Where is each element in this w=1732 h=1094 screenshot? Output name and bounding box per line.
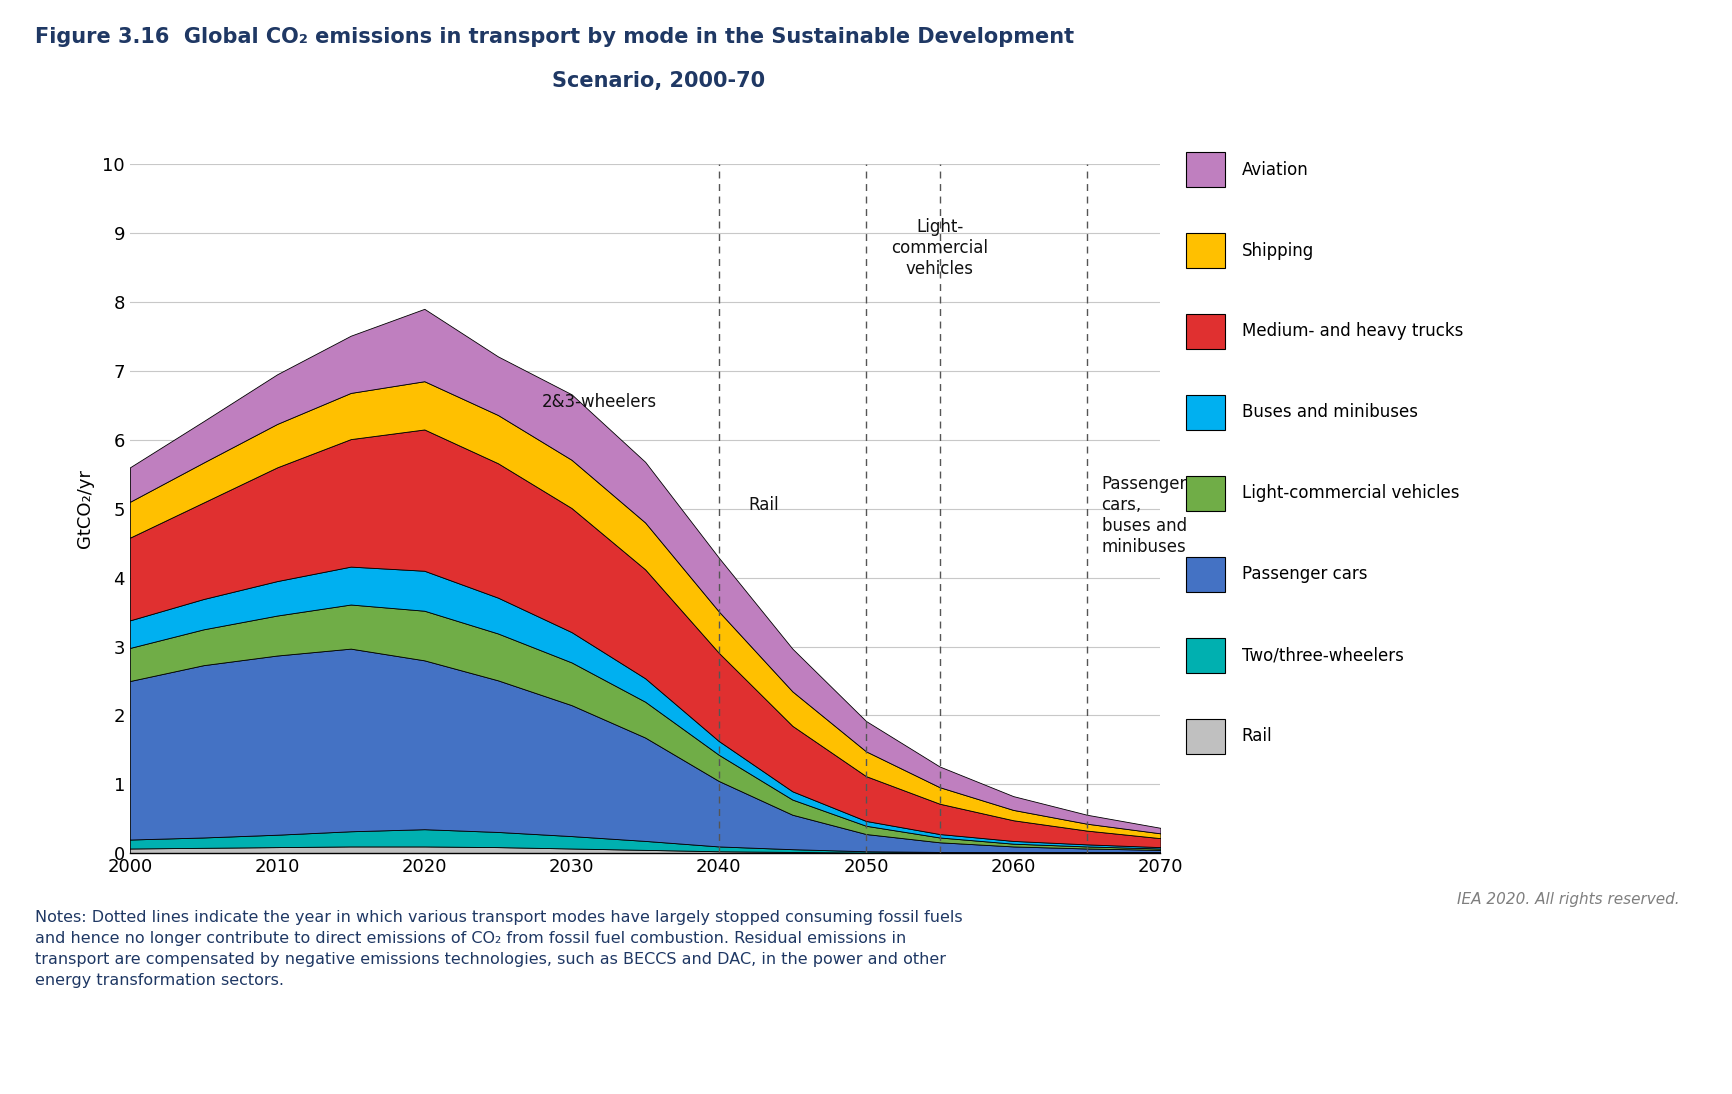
Text: Light-commercial vehicles: Light-commercial vehicles [1242, 485, 1460, 502]
Text: Aviation: Aviation [1242, 161, 1309, 178]
Text: Medium- and heavy trucks: Medium- and heavy trucks [1242, 323, 1464, 340]
Text: Rail: Rail [748, 497, 779, 514]
Text: IEA 2020. All rights reserved.: IEA 2020. All rights reserved. [1457, 892, 1680, 907]
Text: Notes: Dotted lines indicate the year in which various transport modes have larg: Notes: Dotted lines indicate the year in… [35, 910, 963, 988]
Text: Passenger
cars,
buses and
minibuses: Passenger cars, buses and minibuses [1102, 476, 1186, 556]
Text: Shipping: Shipping [1242, 242, 1315, 259]
Text: Two/three-wheelers: Two/three-wheelers [1242, 647, 1403, 664]
Text: Light-
commercial
vehicles: Light- commercial vehicles [890, 218, 989, 278]
Text: Buses and minibuses: Buses and minibuses [1242, 404, 1419, 421]
Text: Scenario, 2000-70: Scenario, 2000-70 [551, 71, 766, 91]
Y-axis label: GtCO₂/yr: GtCO₂/yr [76, 469, 94, 548]
Text: Rail: Rail [1242, 728, 1273, 745]
Text: 2&3-wheelers: 2&3-wheelers [542, 393, 656, 411]
Text: Passenger cars: Passenger cars [1242, 566, 1367, 583]
Text: Figure 3.16  Global CO₂ emissions in transport by mode in the Sustainable Develo: Figure 3.16 Global CO₂ emissions in tran… [35, 27, 1074, 47]
